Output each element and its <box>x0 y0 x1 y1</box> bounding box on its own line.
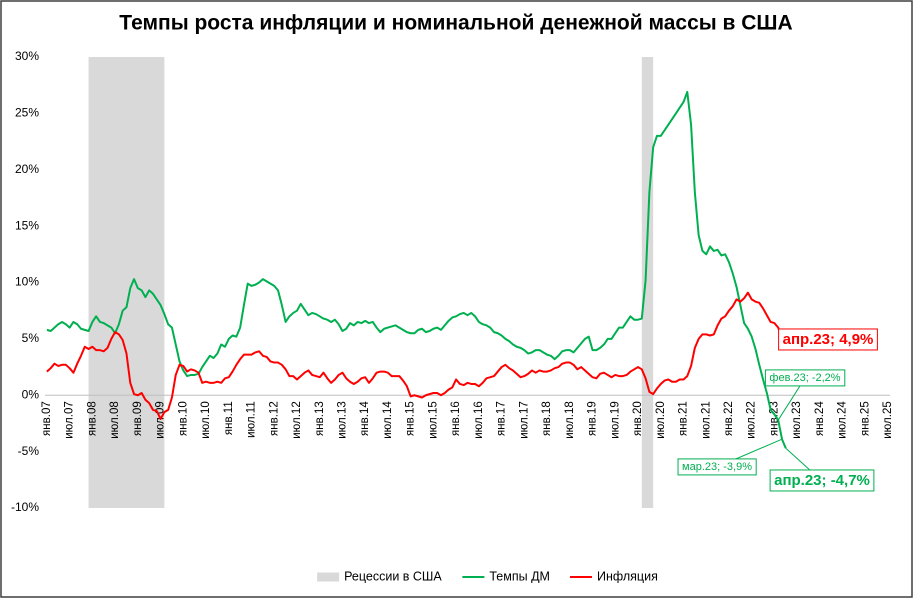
annotation-box <box>764 369 846 387</box>
data-label: фев.23; -2,2% <box>769 372 840 384</box>
annotation: апр.23; -4,7% <box>769 447 875 492</box>
x-tick-label: янв.08 <box>86 401 98 436</box>
legend-swatch <box>317 572 340 582</box>
x-tick-label: июл.15 <box>427 401 439 439</box>
x-tick-label: янв.24 <box>814 401 826 436</box>
x-tick-label: янв.10 <box>177 401 189 436</box>
x-tick-label: июл.07 <box>64 401 76 439</box>
x-tick-label: янв.16 <box>450 401 462 436</box>
legend-label: Темпы ДМ <box>489 569 550 583</box>
data-label: апр.23; 4,9% <box>783 331 874 348</box>
x-tick-label: июл.14 <box>382 401 394 439</box>
x-tick-label: янв.25 <box>859 401 871 436</box>
y-tick-label: 5% <box>22 331 40 345</box>
x-tick-label: янв.09 <box>132 401 144 436</box>
x-tick-label: янв.15 <box>405 401 417 436</box>
y-tick-label: 30% <box>15 49 39 63</box>
x-tick-label: июл.20 <box>655 401 667 439</box>
x-tick-label: июл.16 <box>473 401 485 439</box>
x-tick-label: июл.08 <box>109 401 121 439</box>
x-tick-label: июл.11 <box>246 401 258 438</box>
annotation: мар.23; -3,9% <box>677 438 783 476</box>
x-tick-label: янв.07 <box>41 401 53 436</box>
y-tick-label: -5% <box>18 444 40 458</box>
x-tick-label: янв.18 <box>541 401 553 436</box>
x-tick-label: июл.25 <box>882 401 894 439</box>
legend-label: Инфляция <box>597 569 658 583</box>
chart-title: Темпы роста инфляции и номинальной денеж… <box>119 12 792 35</box>
x-tick-label: июл.13 <box>336 401 348 439</box>
y-tick-label: 10% <box>15 275 39 289</box>
annotation-box <box>677 458 757 476</box>
x-tick-label: июл.09 <box>155 401 167 439</box>
annotation-box <box>769 469 875 492</box>
x-tick-label: янв.17 <box>496 401 508 436</box>
x-tick-label: янв.22 <box>723 401 735 436</box>
x-tick-label: янв.12 <box>268 401 280 436</box>
x-tick-label: янв.20 <box>632 401 644 436</box>
data-label: мар.23; -3,9% <box>682 461 752 473</box>
y-tick-label: 0% <box>22 387 40 401</box>
x-tick-label: июл.17 <box>518 401 530 439</box>
annotation: апр.23; 4,9% <box>778 328 878 351</box>
x-tick-label: июл.19 <box>609 401 621 439</box>
x-tick-label: янв.21 <box>678 401 690 436</box>
annotation: фев.23; -2,2% <box>764 369 846 421</box>
x-tick-label: янв.11 <box>223 401 235 435</box>
x-tick-label: июл.24 <box>837 401 849 439</box>
y-tick-label: 20% <box>15 162 39 176</box>
x-tick-label: июл.10 <box>200 401 212 439</box>
recession-band <box>641 57 654 508</box>
legend: Рецессии в США Темпы ДМ Инфляция <box>317 569 658 583</box>
x-tick-label: янв.13 <box>314 401 326 436</box>
data-label: апр.23; -4,7% <box>774 472 870 489</box>
x-tick-label: июл.12 <box>291 401 303 439</box>
x-tick-label: июл.21 <box>700 401 712 439</box>
recession-band <box>88 57 165 508</box>
legend-label: Рецессии в США <box>344 569 442 583</box>
x-tick-label: янв.19 <box>587 401 599 436</box>
y-tick-label: 25% <box>15 106 39 120</box>
y-tick-label: -10% <box>11 500 39 514</box>
annotation-box <box>778 328 878 351</box>
series-line <box>46 291 787 420</box>
x-tick-label: июл.18 <box>564 401 576 439</box>
series-line <box>46 90 787 449</box>
x-tick-label: июл.23 <box>791 401 803 439</box>
y-tick-label: 15% <box>15 218 39 232</box>
x-tick-label: янв.14 <box>359 401 371 436</box>
x-tick-label: июл.22 <box>746 401 758 439</box>
